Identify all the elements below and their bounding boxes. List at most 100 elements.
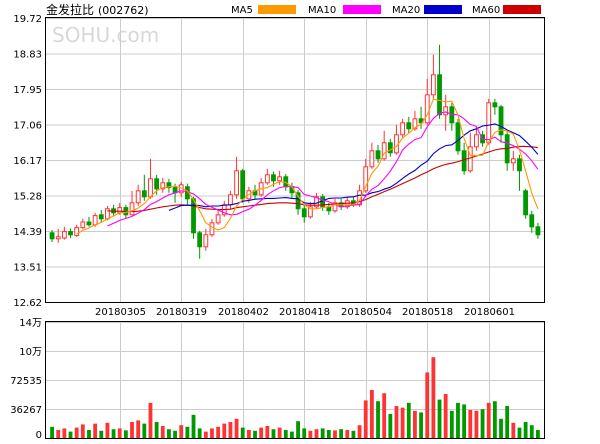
candle-body [197, 232, 203, 248]
volume-bar [283, 430, 288, 438]
candle-body [203, 234, 209, 248]
candle-body [148, 178, 153, 198]
legend-ma20-label: MA20 [392, 5, 420, 16]
legend-ma60-label: MA60 [472, 5, 500, 16]
candle-body [498, 106, 504, 136]
volume-bar [462, 404, 467, 438]
volume-bar [160, 426, 165, 438]
candle-body [277, 176, 283, 182]
date-tick-label: 20180418 [279, 307, 330, 318]
candle-body [141, 190, 147, 198]
candle-body [332, 202, 338, 212]
volume-bar [456, 402, 460, 438]
volume-bar [320, 428, 325, 438]
candle-body [375, 150, 381, 160]
ma-legend: MA5 MA10 MA20 MA60 [231, 5, 541, 16]
stock-name: 金发拉比 [46, 2, 94, 17]
volume-bar [136, 420, 141, 438]
candle-body [486, 102, 492, 144]
date-tick-label: 20180518 [402, 307, 453, 318]
volume-bar [517, 427, 522, 438]
candle-body [80, 221, 86, 229]
volume-bar [216, 426, 221, 438]
candle-body [430, 74, 436, 96]
volume-bar [117, 428, 122, 438]
volume-bar [74, 427, 79, 438]
candle-body [301, 208, 307, 218]
candle-body [381, 142, 387, 160]
candle-body [209, 222, 215, 236]
volume-tick-label: 14万 [19, 318, 42, 329]
price-tick-label: 14.39 [13, 227, 42, 238]
volume-bar [222, 423, 227, 438]
volume-bar [333, 430, 337, 438]
volume-bar [431, 357, 436, 438]
candle-body [117, 207, 123, 214]
volume-bar [265, 426, 270, 438]
candle-body [523, 190, 529, 216]
volume-bar [376, 401, 380, 438]
candle-body [135, 190, 141, 204]
ma20-line [168, 123, 539, 211]
volume-bar [56, 430, 61, 438]
volume-panel-frame [45, 321, 545, 439]
volume-bar [290, 431, 294, 438]
date-tick-label: 20180402 [218, 307, 269, 318]
candle-body [369, 150, 375, 168]
candle-body [443, 106, 449, 116]
volume-bar [50, 426, 54, 438]
volume-bar [425, 372, 430, 438]
volume-bar [511, 422, 516, 438]
legend-ma60-swatch [503, 5, 541, 14]
volume-bar [486, 402, 491, 438]
volume-bar [197, 428, 202, 438]
volume-bar [314, 429, 319, 438]
ma10-line [107, 111, 539, 227]
price-tick-label: 16.17 [13, 156, 42, 167]
volume-bar [68, 431, 73, 438]
candle-body [105, 208, 110, 220]
volume-bar [228, 422, 233, 438]
candle-body [215, 214, 221, 224]
volume-bar [80, 424, 85, 438]
volume-bar [191, 414, 196, 438]
grid-layer [46, 18, 544, 439]
volume-bar [271, 429, 276, 438]
candle-body [86, 221, 92, 226]
volume-bar [357, 425, 362, 438]
price-tick-label: 17.95 [13, 85, 42, 96]
volume-bar [246, 430, 251, 438]
candle-body [535, 226, 541, 236]
candle-body [510, 158, 516, 164]
volume-bar [99, 430, 104, 438]
candle-body [400, 122, 406, 136]
volume-bar [474, 410, 479, 438]
volume-bar [210, 428, 214, 438]
candle-body [98, 214, 104, 220]
legend-ma10-swatch [343, 5, 381, 14]
date-tick-label: 20180504 [341, 307, 392, 318]
volume-bar [148, 402, 153, 438]
date-tick-label: 20180305 [95, 307, 146, 318]
volume-bar [253, 430, 257, 438]
volume-bar [499, 418, 503, 438]
candle-body [191, 198, 196, 234]
volume-bar [277, 427, 282, 438]
volume-bar [154, 422, 159, 438]
candle-body [295, 192, 301, 210]
candle-body [437, 74, 442, 116]
volume-bar [480, 409, 485, 438]
candle-body [363, 166, 369, 192]
volume-bar [363, 400, 368, 438]
candle-body [160, 182, 166, 190]
stock-code: (002762) [98, 4, 149, 17]
volume-bar [351, 430, 356, 438]
volume-bar [240, 427, 245, 438]
legend-ma5-swatch [258, 5, 296, 14]
volume-bar [382, 393, 387, 438]
candle-body [234, 170, 239, 196]
moving-average-lines [76, 98, 539, 235]
volume-bar [203, 431, 208, 438]
candle-body [307, 206, 313, 218]
